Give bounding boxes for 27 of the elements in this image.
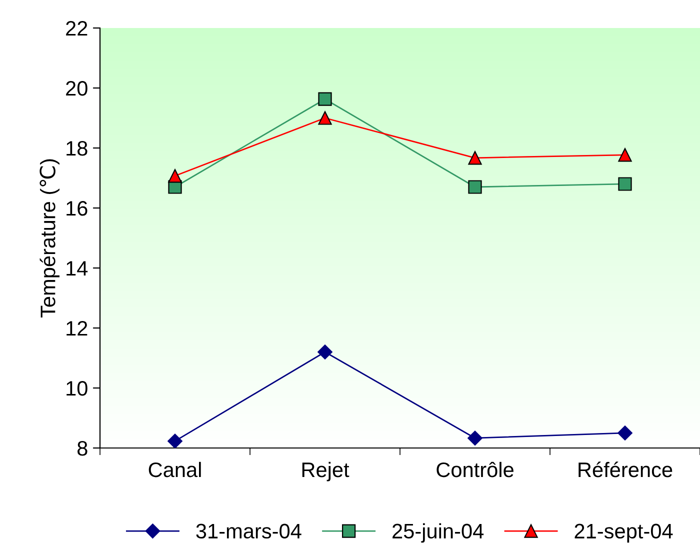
- y-tick-label: 10: [66, 381, 88, 396]
- x-tick-label: Contrôle: [436, 462, 514, 478]
- x-tick-label: Canal: [148, 462, 201, 478]
- y-axis-title: Température (℃): [40, 159, 60, 318]
- point: [168, 169, 182, 183]
- legend-label: 31-mars-04: [196, 524, 302, 539]
- point: [618, 148, 632, 162]
- x-tick-label: Rejet: [302, 462, 350, 482]
- y-tick-label: 12: [66, 321, 88, 336]
- x-tick-label: Référence: [578, 462, 672, 478]
- point: [168, 434, 182, 448]
- y-tick-label: 22: [66, 21, 88, 36]
- y-tick-label: 18: [66, 141, 88, 156]
- legend-label: 21-sept-04: [574, 524, 673, 543]
- point: [318, 92, 332, 106]
- point: [618, 177, 632, 191]
- y-tick-label: 16: [66, 201, 88, 216]
- y-tick-label: 8: [78, 441, 88, 456]
- legend-label: 25-juin-04: [392, 523, 484, 543]
- point: [468, 180, 482, 194]
- y-tick-label: 20: [66, 81, 88, 96]
- y-tick-label: 14: [66, 261, 88, 276]
- point: [318, 344, 332, 360]
- point: [618, 426, 632, 440]
- point: [318, 111, 332, 125]
- point: [468, 151, 482, 165]
- point: [468, 430, 482, 446]
